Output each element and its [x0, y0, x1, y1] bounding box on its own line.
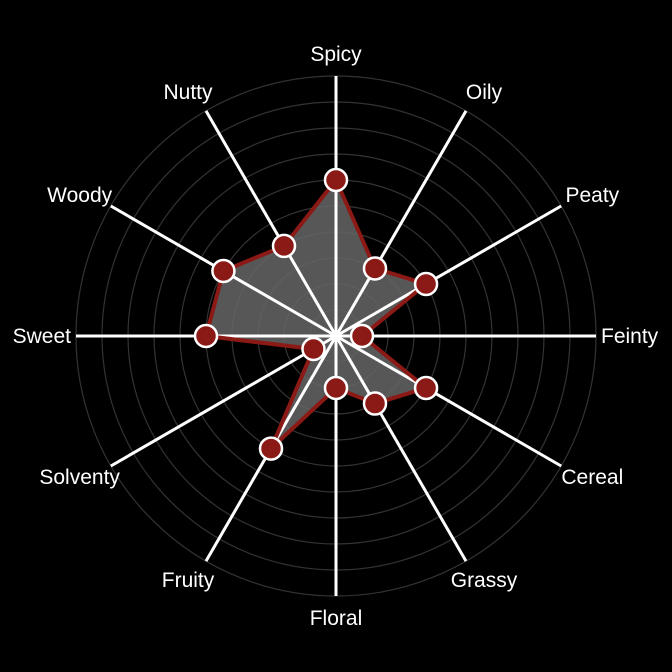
axis-line-solventy [110, 334, 337, 468]
category-label-woody: Woody [47, 184, 112, 207]
category-label-floral: Floral [310, 607, 363, 630]
category-label-feinty: Feinty [601, 325, 659, 348]
data-point-oily [362, 256, 388, 281]
axis-line-peaty [335, 204, 562, 338]
data-point-grassy [362, 391, 388, 416]
category-label-nutty: Nutty [163, 81, 213, 104]
data-point-peaty [413, 271, 439, 297]
data-point-feinty [349, 323, 375, 349]
data-point-fruity [258, 436, 284, 461]
category-label-cereal: Cereal [561, 466, 623, 489]
axis-line-oily [334, 110, 468, 337]
category-label-grassy: Grassy [451, 569, 518, 592]
data-point-spicy [323, 167, 349, 193]
axis-line-nutty [204, 110, 338, 337]
data-point-nutty [271, 233, 297, 259]
category-label-spicy: Spicy [310, 43, 362, 66]
category-label-solventy: Solventy [39, 466, 120, 489]
axis-line-cereal [335, 334, 562, 468]
category-label-sweet: Sweet [13, 325, 72, 348]
data-point-floral [323, 375, 349, 401]
data-point-woody [211, 258, 236, 284]
category-label-oily: Oily [466, 81, 503, 104]
category-label-fruity: Fruity [162, 569, 215, 592]
data-point-cereal [413, 375, 439, 401]
data-point-sweet [193, 323, 219, 349]
category-label-peaty: Peaty [565, 184, 619, 207]
series-area [206, 180, 427, 449]
axis-line-grassy [334, 335, 468, 562]
data-point-solventy [301, 336, 326, 362]
